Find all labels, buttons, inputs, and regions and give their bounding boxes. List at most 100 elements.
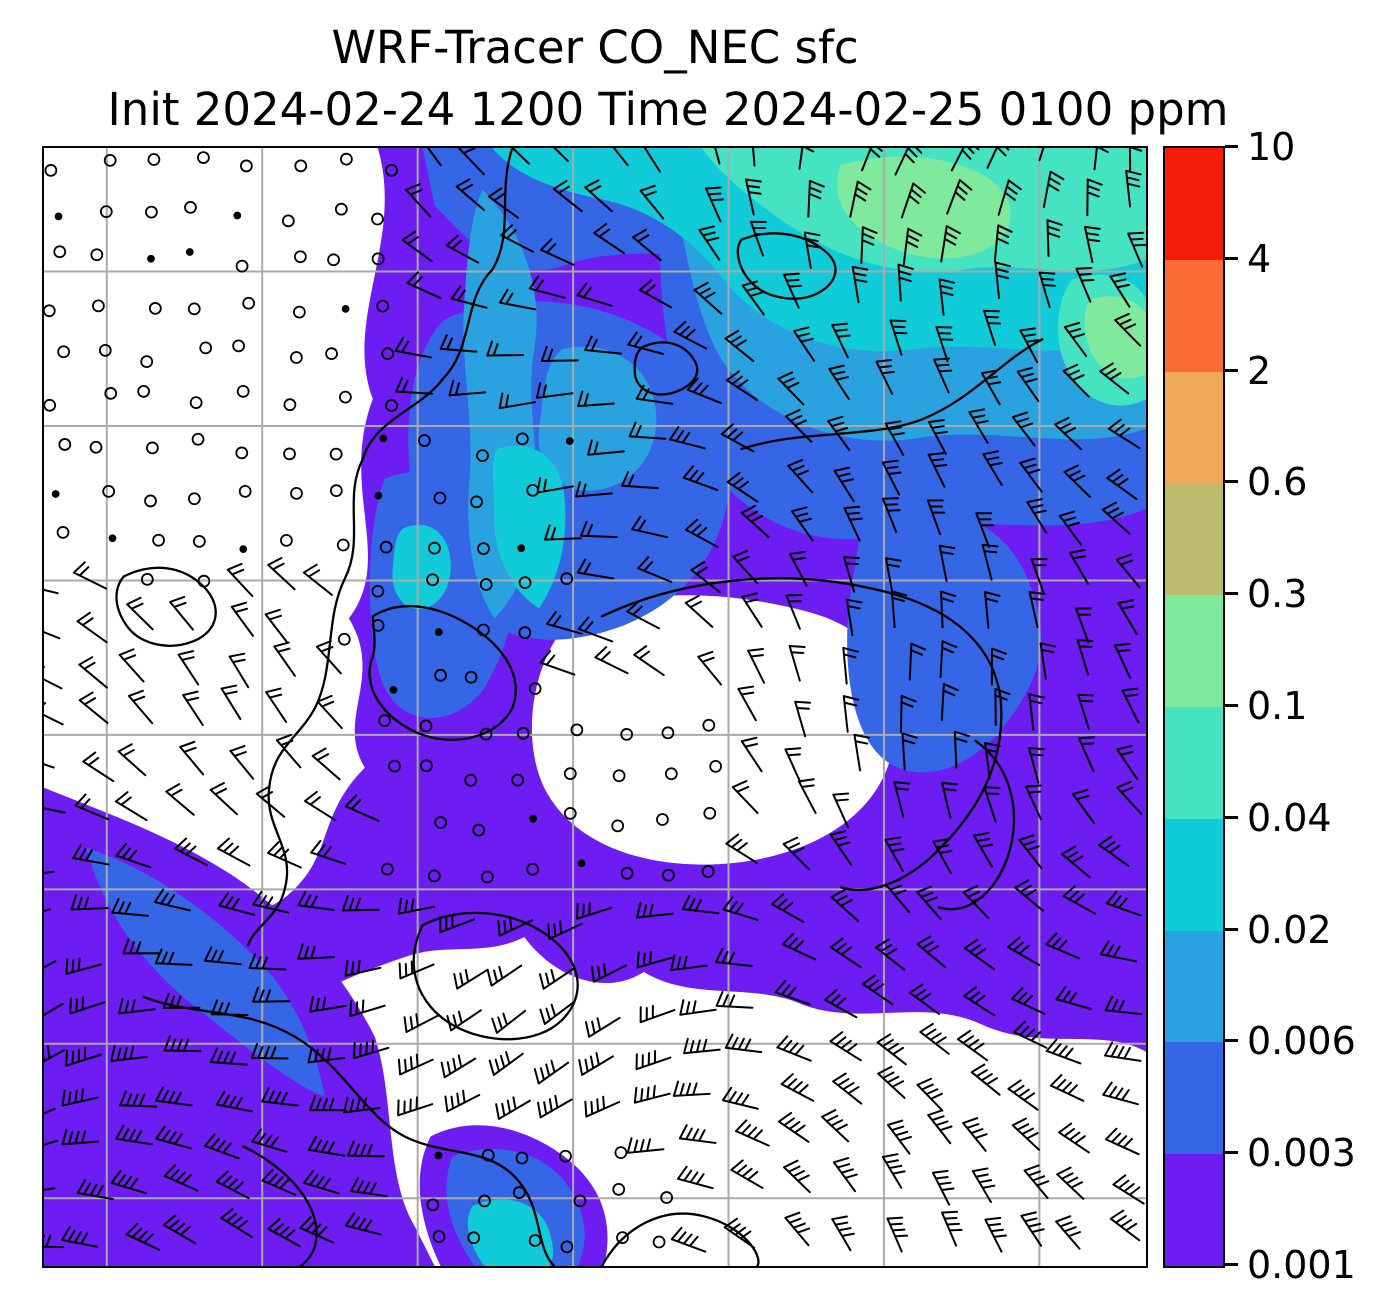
calm-wind-circle: [620, 866, 634, 880]
calm-wind-circle: [293, 250, 307, 264]
colorbar-tick-label: 0.001: [1247, 1243, 1356, 1287]
colorbar-tick-label: 0.1: [1247, 684, 1308, 728]
calm-wind-circle: [464, 670, 478, 684]
calm-wind-circle: [329, 447, 343, 461]
colorbar-segment: [1165, 371, 1223, 484]
station-dot: [147, 254, 155, 263]
calm-wind-circle: [560, 572, 574, 586]
calm-wind-circle: [388, 759, 401, 773]
calm-wind-circle: [371, 619, 385, 632]
lat-lon-grid: [44, 148, 1146, 1266]
calm-wind-circle: [661, 726, 675, 740]
calm-wind-circle: [281, 214, 295, 228]
calm-wind-circle: [327, 253, 340, 267]
calm-wind-circle: [238, 484, 252, 498]
colorbar-tick-label: 0.6: [1247, 460, 1308, 505]
calm-wind-circle: [140, 572, 154, 586]
calm-wind-circle: [701, 865, 715, 878]
calm-wind-circle: [102, 484, 116, 498]
calm-wind-circle: [381, 347, 395, 361]
calm-wind-circle: [242, 296, 256, 310]
calm-wind-circle: [187, 492, 201, 506]
calm-wind-circle: [189, 396, 203, 409]
station-dot: [233, 211, 242, 220]
calm-wind-circle: [660, 1191, 674, 1204]
station-dot: [517, 544, 526, 553]
colorbar-tick-label: 4: [1247, 236, 1272, 281]
calm-wind-circle: [526, 862, 540, 876]
calm-wind-circle: [518, 626, 532, 640]
calm-wind-circle: [371, 212, 384, 226]
calm-wind-circle: [573, 1194, 587, 1208]
colorbar-tick-label: 0.006: [1247, 1019, 1356, 1064]
calm-wind-circle: [612, 1182, 626, 1196]
calm-wind-circle: [470, 495, 483, 509]
calm-wind-circle: [232, 339, 245, 353]
calm-wind-circle: [480, 870, 494, 884]
colorbar-segment: [1165, 595, 1223, 707]
calm-wind-circle: [479, 578, 493, 591]
calm-wind-circle: [479, 727, 493, 741]
calm-wind-circle: [434, 668, 447, 682]
calm-wind-circle: [56, 526, 70, 539]
calm-wind-circle: [98, 343, 112, 357]
station-dot: [379, 434, 388, 443]
calm-wind-circle: [528, 1234, 542, 1247]
calm-wind-circle: [381, 862, 394, 876]
calm-wind-circle: [339, 390, 352, 404]
calm-wind-circle: [292, 305, 306, 319]
calm-wind-circle: [235, 259, 249, 273]
calm-wind-circle: [426, 1198, 440, 1212]
calm-wind-circle: [290, 351, 303, 364]
calm-wind-circle: [702, 718, 716, 732]
calm-wind-circle: [145, 205, 158, 219]
calm-wind-circle: [515, 432, 529, 446]
colorbar-tick-mark: [1225, 592, 1238, 596]
wind-barbs: [44, 148, 1146, 1253]
calm-wind-circle: [528, 682, 542, 696]
colorbar-segment: [1165, 148, 1223, 260]
colorbar-tick-mark: [1225, 256, 1238, 260]
calm-wind-circle: [53, 245, 67, 259]
calm-wind-circle: [428, 541, 441, 555]
calm-wind-circle: [152, 533, 165, 547]
station-dot: [434, 1151, 443, 1160]
calm-wind-circle: [325, 347, 338, 361]
calm-wind-circle: [103, 153, 117, 167]
calm-wind-circle: [427, 869, 441, 883]
calm-wind-circle: [652, 1235, 666, 1249]
calm-wind-circle: [464, 773, 478, 787]
calm-wind-circle: [518, 576, 532, 590]
colorbar-tick-mark: [1225, 1039, 1238, 1043]
calm-wind-circle: [44, 304, 56, 318]
calm-wind-circle: [432, 1230, 446, 1243]
colorbar: [1163, 146, 1225, 1268]
calm-wind-circle: [146, 441, 159, 455]
station-dot: [341, 304, 350, 313]
calm-wind-circle: [516, 726, 530, 740]
calm-wind-circle: [140, 355, 154, 369]
calm-wind-circle: [620, 728, 634, 741]
calm-wind-circle: [526, 483, 540, 497]
calm-wind-circle: [703, 806, 717, 820]
calm-wind-circle: [340, 152, 353, 166]
calm-wind-circle: [184, 201, 197, 214]
calm-wind-circle: [280, 534, 293, 547]
calm-wind-circle: [511, 773, 525, 787]
station-dot: [239, 545, 248, 554]
colorbar-tick-mark: [1225, 480, 1238, 484]
calm-wind-circle: [197, 574, 211, 588]
colorbar-tick-mark: [1225, 1151, 1238, 1155]
colorbar-tick-mark: [1225, 145, 1238, 148]
calm-wind-circle: [616, 1231, 629, 1244]
calm-wind-circle: [434, 816, 448, 829]
calm-circles: [44, 151, 723, 1254]
calm-wind-circle: [147, 153, 161, 166]
colorbar-segment: [1165, 1154, 1223, 1266]
calm-wind-circle: [662, 868, 675, 882]
contour-fills: [44, 148, 1146, 1266]
calm-wind-circle: [385, 399, 398, 412]
calm-wind-circle: [481, 1148, 495, 1162]
calm-wind-circle: [419, 719, 433, 733]
